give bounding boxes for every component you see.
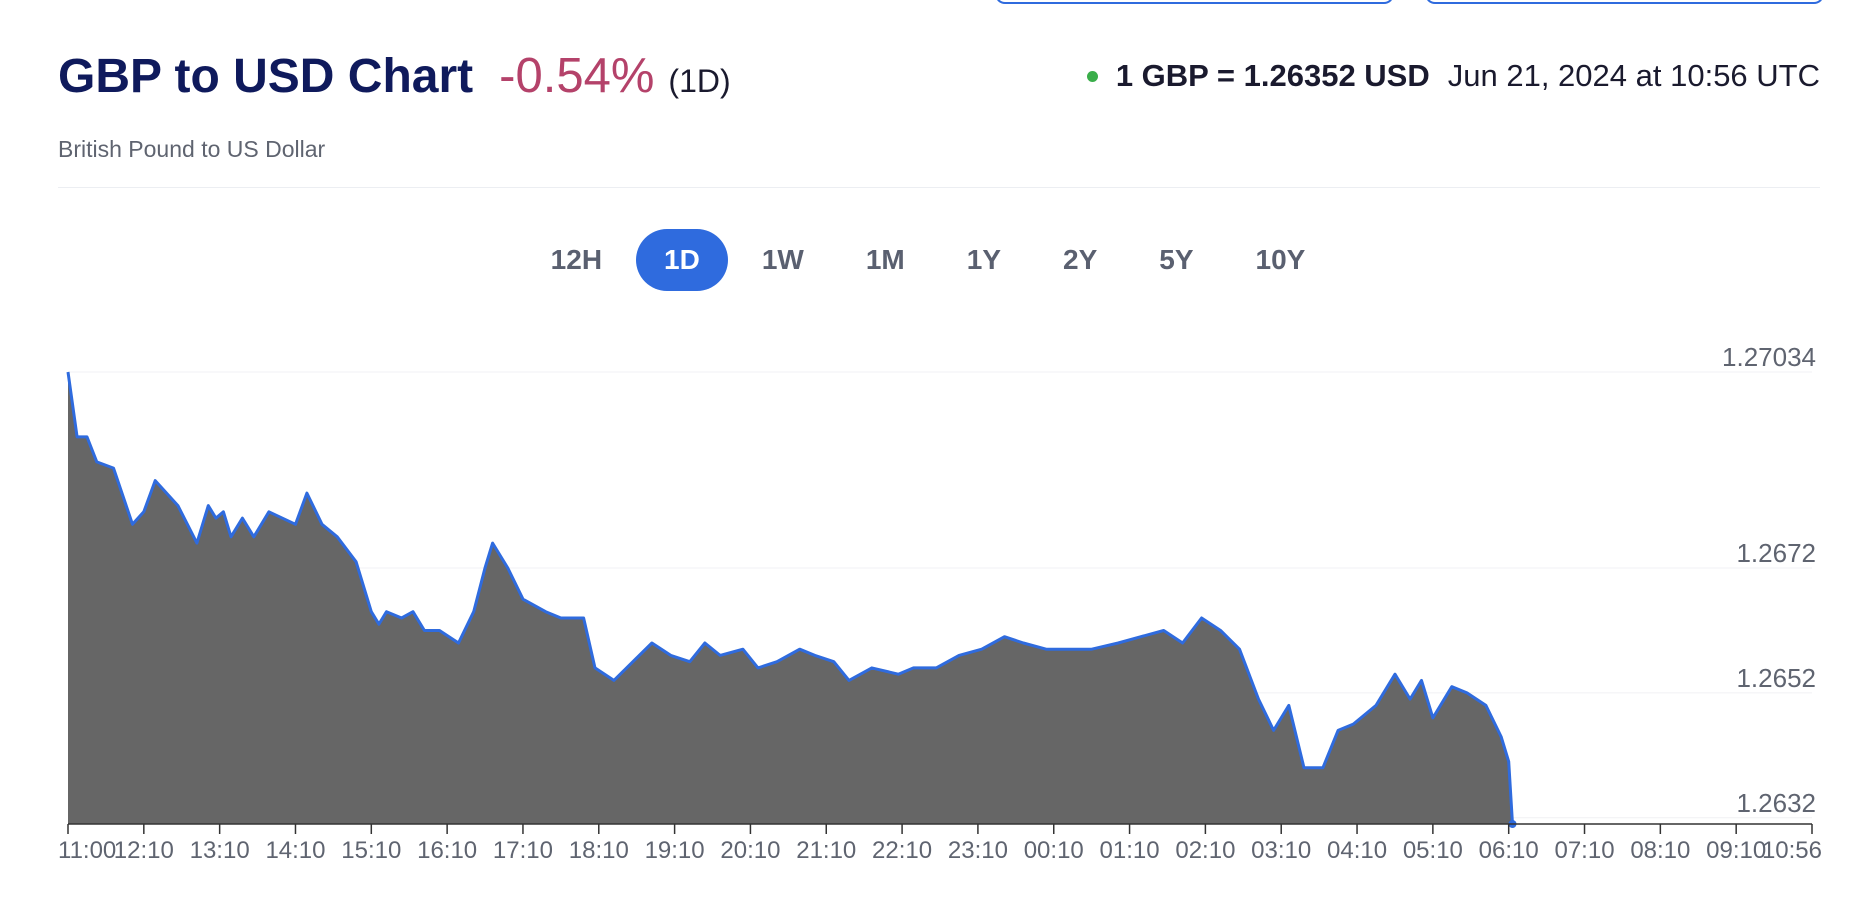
range-selector: 12H 1D 1W 1M 1Y 2Y 5Y 10Y <box>0 229 1856 291</box>
x-tick-label: 00:10 <box>1024 837 1084 864</box>
x-tick-label: 09:10 <box>1706 837 1766 864</box>
x-tick-label: 08:10 <box>1630 837 1690 864</box>
x-tick-label: 20:10 <box>720 837 780 864</box>
x-tick-label: 14:10 <box>265 837 325 864</box>
x-tick-label: 04:10 <box>1327 837 1387 864</box>
x-tick-label: 01:10 <box>1100 837 1160 864</box>
top-button-left[interactable] <box>995 0 1394 4</box>
live-rate: 1 GBP = 1.26352 USD Jun 21, 2024 at 10:5… <box>1086 58 1820 94</box>
x-tick-label: 12:10 <box>114 837 174 864</box>
x-tick-label: 13:10 <box>190 837 250 864</box>
exchange-rate: 1 GBP = 1.26352 USD <box>1115 58 1430 93</box>
top-button-right[interactable] <box>1425 0 1824 4</box>
x-tick-label: 23:10 <box>948 837 1008 864</box>
series-line <box>66 371 1514 825</box>
page-subtitle: British Pound to US Dollar <box>58 136 326 162</box>
x-tick-label: 18:10 <box>569 837 629 864</box>
x-tick-label: 05:10 <box>1403 837 1463 864</box>
range-tab-1w[interactable]: 1W <box>761 244 804 275</box>
percent-change: -0.54% <box>499 49 655 103</box>
series-area <box>68 372 1513 824</box>
x-tick-label: 10:56 <box>1762 837 1822 864</box>
y-tick-label: 1.2672 <box>1736 538 1816 568</box>
x-tick-label: 17:10 <box>493 837 553 864</box>
x-tick-label: 22:10 <box>872 837 932 864</box>
x-tick-label: 16:10 <box>417 837 477 864</box>
chart-header: GBP to USD Chart -0.54% (1D) British Pou… <box>58 48 1820 178</box>
range-tab-12h[interactable]: 12H <box>550 244 603 275</box>
y-tick-label: 1.27034 <box>1722 342 1816 372</box>
range-tab-2y[interactable]: 2Y <box>1063 244 1098 275</box>
range-tab-1m[interactable]: 1M <box>865 244 905 275</box>
x-tick-label: 19:10 <box>645 837 705 864</box>
range-tab-1d[interactable]: 1D <box>636 229 728 291</box>
range-tab-5y[interactable]: 5Y <box>1159 244 1194 275</box>
page-title: GBP to USD Chart <box>58 50 474 103</box>
divider <box>58 187 1820 188</box>
x-tick-label: 06:10 <box>1479 837 1539 864</box>
y-tick-label: 1.2652 <box>1736 663 1816 693</box>
x-tick-label: 03:10 <box>1251 837 1311 864</box>
live-dot-icon <box>1086 70 1098 82</box>
y-tick-label: 1.2632 <box>1736 788 1816 818</box>
x-tick-label: 21:10 <box>796 837 856 864</box>
range-tab-1y[interactable]: 1Y <box>966 244 1001 275</box>
x-tick-label: 11:00 <box>58 837 116 864</box>
title-row: GBP to USD Chart -0.54% (1D) <box>58 48 731 104</box>
x-tick-label: 07:10 <box>1554 837 1614 864</box>
x-tick-label: 02:10 <box>1175 837 1235 864</box>
rate-timestamp: Jun 21, 2024 at 10:56 UTC <box>1447 58 1820 93</box>
x-tick-label: 15:10 <box>341 837 401 864</box>
range-tab-10y[interactable]: 10Y <box>1255 244 1306 275</box>
change-period: (1D) <box>668 63 731 99</box>
